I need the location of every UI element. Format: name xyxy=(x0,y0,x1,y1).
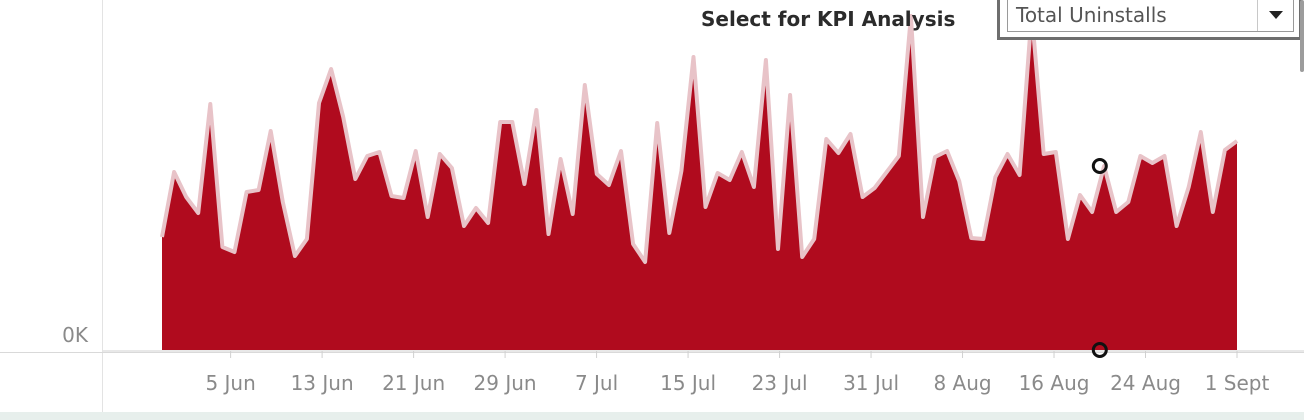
x-tick-label: 15 Jul xyxy=(660,371,716,395)
x-axis-panel xyxy=(0,352,1304,412)
x-tick-label: 13 Jun xyxy=(291,371,354,395)
x-tick-label: 24 Aug xyxy=(1110,371,1181,395)
x-tick-label: 5 Jun xyxy=(205,371,255,395)
scrollbar[interactable] xyxy=(1300,0,1304,72)
series-area-total-uninstalls xyxy=(162,13,1237,350)
x-tick-label: 16 Aug xyxy=(1019,371,1090,395)
bottom-strip xyxy=(0,412,1304,420)
kpi-selector-container: Total Uninstalls xyxy=(997,0,1302,40)
axis-corner-cell xyxy=(0,353,103,412)
kpi-selector-label: Select for KPI Analysis xyxy=(701,7,956,31)
kpi-selected-value: Total Uninstalls xyxy=(1016,3,1167,27)
y-axis-panel: 0K xyxy=(0,0,103,352)
x-tick-label: 23 Jul xyxy=(752,371,808,395)
x-tick-label: 1 Sept xyxy=(1205,371,1270,395)
x-tick-label: 29 Jun xyxy=(474,371,537,395)
y-axis-zero-label: 0K xyxy=(62,323,88,347)
x-tick-label: 31 Jul xyxy=(843,371,899,395)
x-tick-label: 21 Jun xyxy=(382,371,445,395)
highlight-marker[interactable] xyxy=(1091,342,1108,358)
series-line-total-uninstalls xyxy=(160,11,1239,264)
chevron-down-icon[interactable] xyxy=(1257,0,1293,31)
kpi-dropdown[interactable]: Total Uninstalls xyxy=(1007,0,1294,32)
highlight-marker[interactable] xyxy=(1091,158,1108,174)
x-tick-label: 7 Jul xyxy=(575,371,618,395)
x-tick-label: 8 Aug xyxy=(933,371,991,395)
